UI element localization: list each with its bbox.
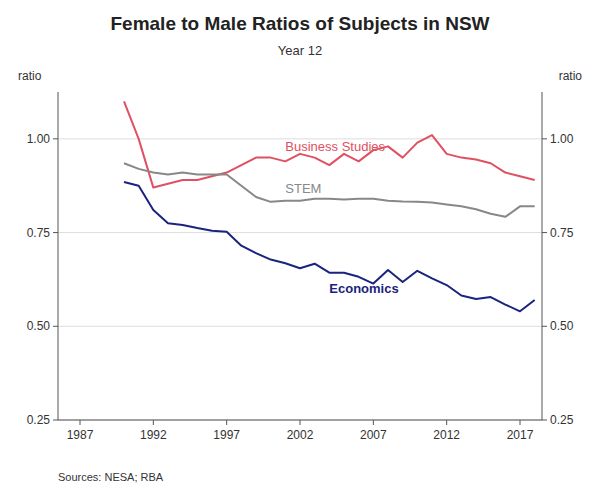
x-tick (80, 420, 81, 425)
y2-tick (542, 420, 547, 421)
series-line (124, 163, 535, 217)
x-tick-label: 2007 (360, 428, 387, 442)
title: Female to Male Ratios of Subjects in NSW (110, 13, 489, 34)
y2-tick (542, 326, 547, 327)
x-tick-label: 1987 (67, 428, 94, 442)
y2-tick (542, 232, 547, 233)
y2-axis-line (542, 92, 543, 420)
x-tick-label: 1997 (213, 428, 240, 442)
plot-area (124, 101, 535, 311)
x-tick-label: 2002 (287, 428, 314, 442)
y-tick (53, 138, 58, 139)
series-label: STEM (285, 181, 321, 196)
y2-tick-label: 1.00 (550, 132, 574, 146)
source: Sources: NESA; RBA (58, 471, 164, 483)
y2-axis-label: ratio (559, 69, 583, 83)
y-tick (53, 232, 58, 233)
y2-tick-label: 0.25 (550, 413, 574, 427)
x-tick (373, 420, 374, 425)
x-tick (446, 420, 447, 425)
y2-tick-label: 0.75 (550, 226, 574, 240)
y2-tick (542, 138, 547, 139)
x-tick (226, 420, 227, 425)
y-tick (53, 326, 58, 327)
x-tick-label: 1992 (140, 428, 167, 442)
series-line (124, 101, 535, 187)
y-tick (53, 420, 58, 421)
chart: Female to Male Ratios of Subjects in NSW… (0, 0, 600, 493)
x-tick (153, 420, 154, 425)
grid-line (58, 232, 542, 233)
y-axis-line (58, 92, 59, 420)
y-axis-label: ratio (18, 69, 42, 83)
x-tick (300, 420, 301, 425)
grid-line (58, 326, 542, 327)
x-tick-label: 2017 (507, 428, 534, 442)
y2-tick-label: 0.50 (550, 319, 574, 333)
y-tick-label: 1.00 (27, 132, 51, 146)
series-line (124, 182, 535, 311)
subtitle: Year 12 (278, 43, 322, 58)
series-label: Economics (329, 281, 398, 296)
y-tick-label: 0.75 (27, 226, 51, 240)
y-tick-label: 0.50 (27, 319, 51, 333)
x-tick-label: 2012 (433, 428, 460, 442)
series-label: Business Studies (285, 139, 385, 154)
y-tick-label: 0.25 (27, 413, 51, 427)
x-tick (520, 420, 521, 425)
